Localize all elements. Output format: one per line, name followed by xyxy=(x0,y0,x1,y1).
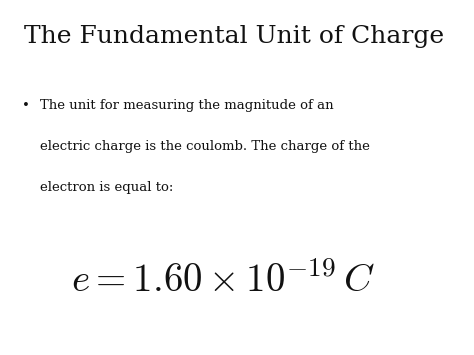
Text: The Fundamental Unit of Charge: The Fundamental Unit of Charge xyxy=(24,25,444,48)
Text: electric charge is the coulomb. The charge of the: electric charge is the coulomb. The char… xyxy=(40,140,370,153)
Text: The unit for measuring the magnitude of an: The unit for measuring the magnitude of … xyxy=(40,99,334,113)
Text: $e = 1.60\times10^{-19}\,C$: $e = 1.60\times10^{-19}\,C$ xyxy=(71,261,374,300)
Text: electron is equal to:: electron is equal to: xyxy=(40,181,173,194)
Text: •: • xyxy=(22,99,30,113)
